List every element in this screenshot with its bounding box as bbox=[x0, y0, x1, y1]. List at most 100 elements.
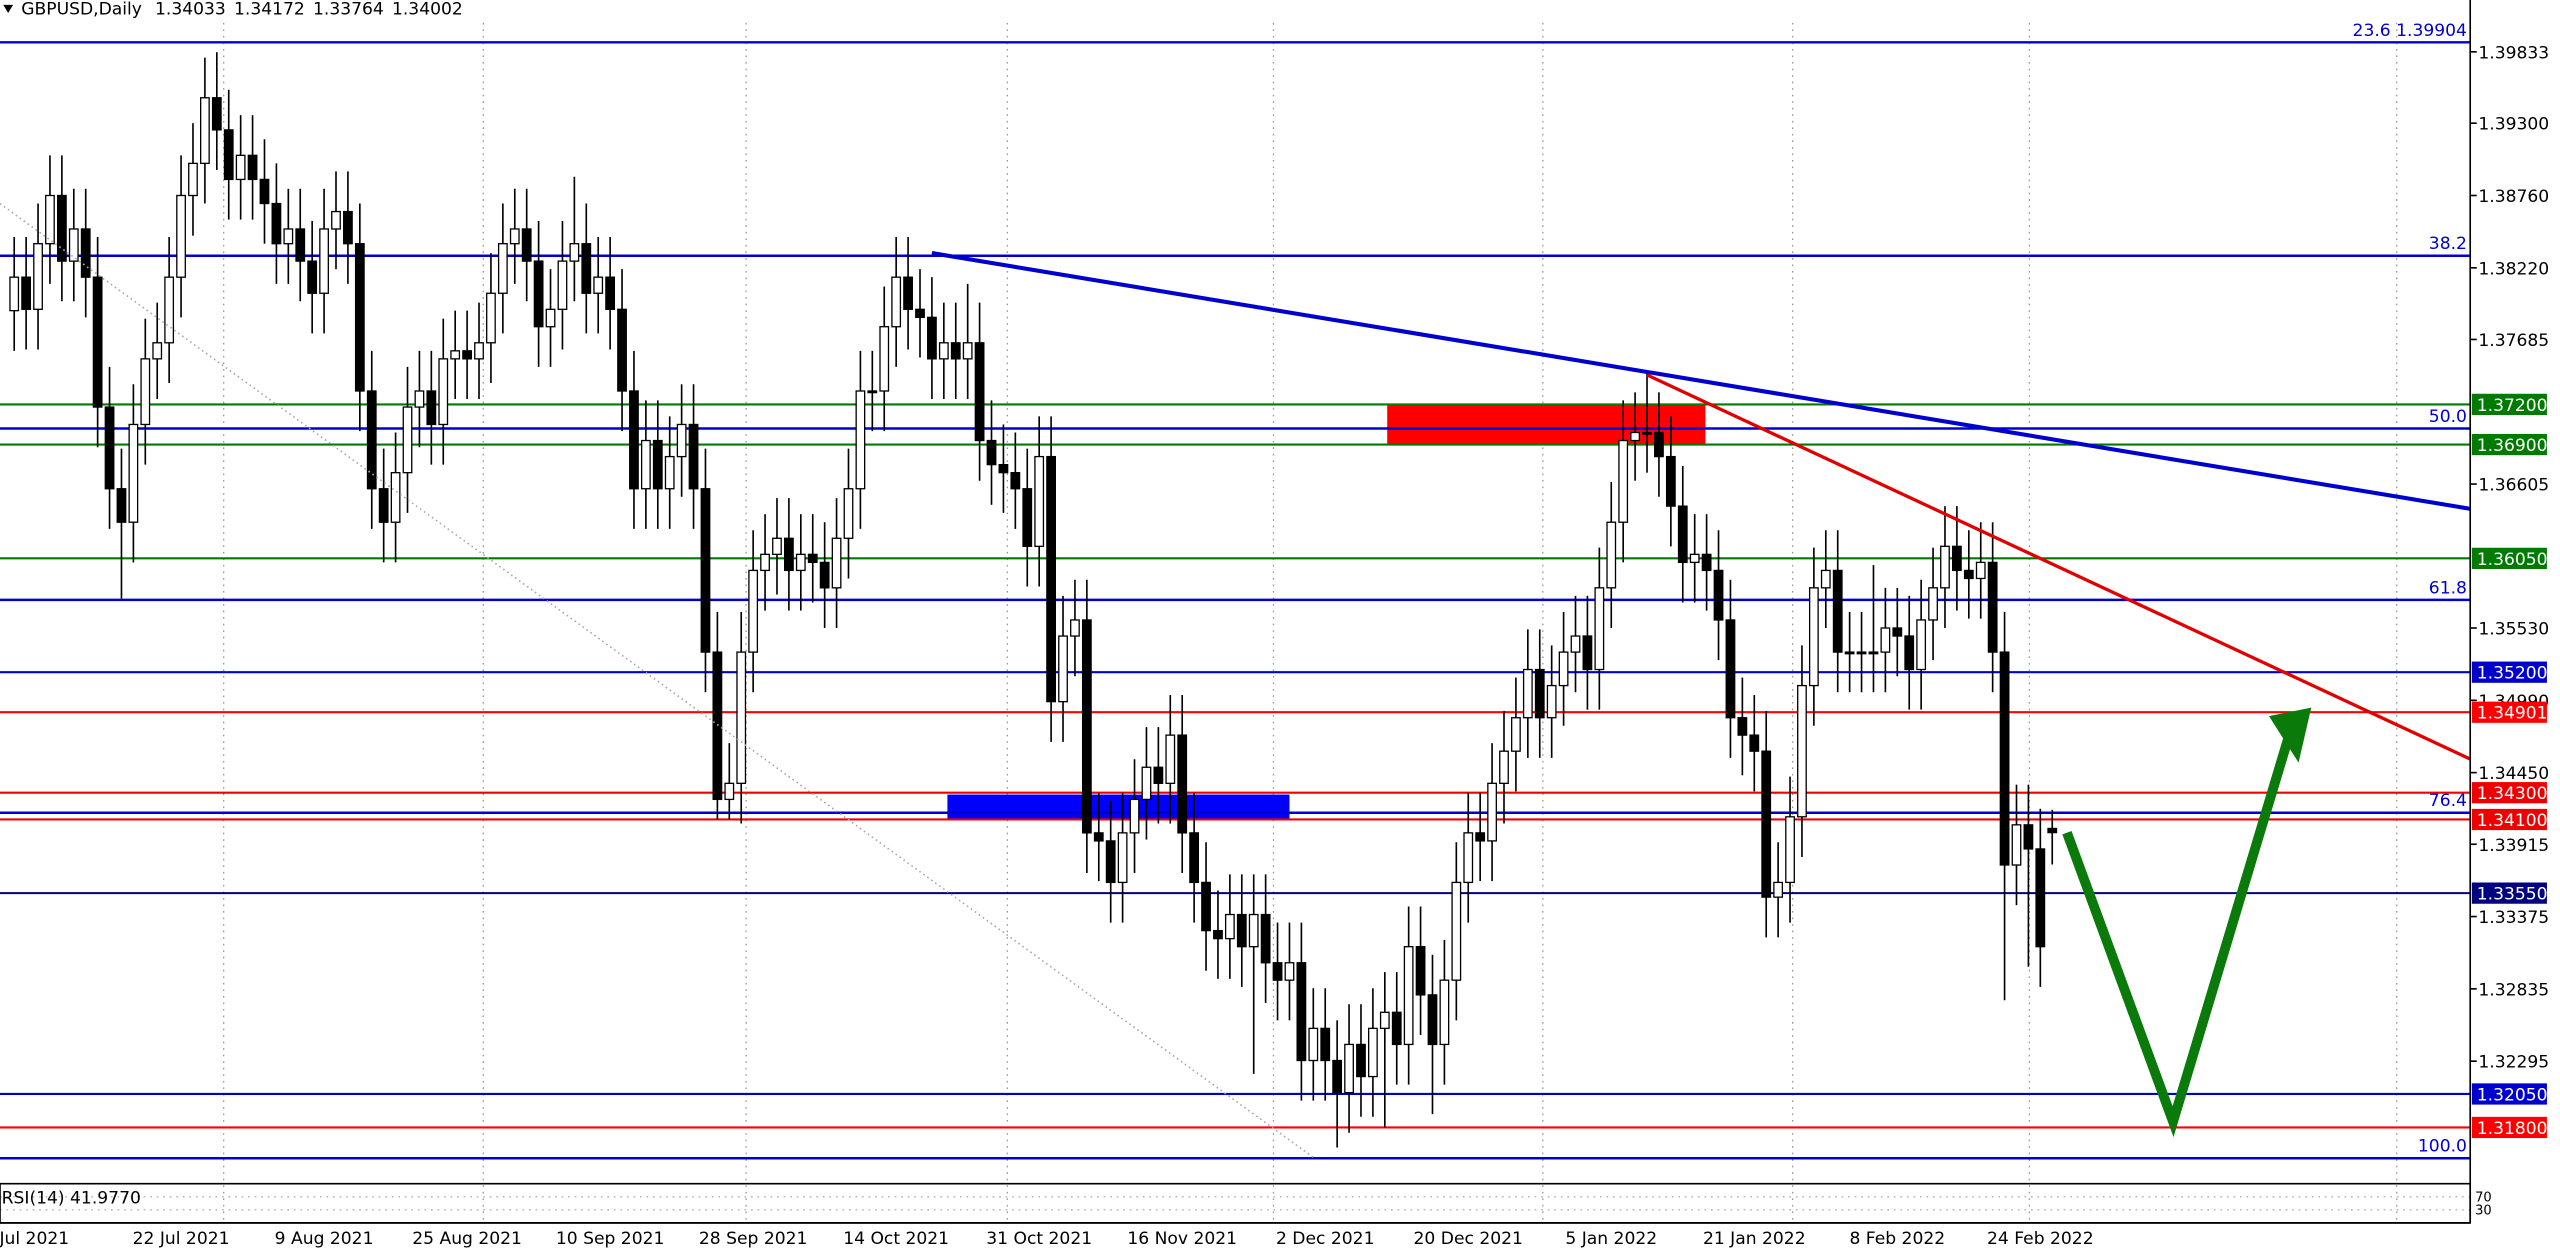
x-tick-label: 24 Feb 2022 bbox=[1987, 1229, 2094, 1249]
candle-body bbox=[1606, 521, 1617, 589]
candle-body bbox=[1415, 946, 1426, 996]
x-tick-label: 5 Jul 2021 bbox=[0, 1229, 69, 1249]
candle-body bbox=[1832, 569, 1843, 653]
candle-body bbox=[1892, 627, 1903, 637]
candle-body bbox=[1093, 832, 1104, 842]
candle-body bbox=[295, 228, 306, 262]
candle-body bbox=[1260, 913, 1271, 964]
candle-body bbox=[1642, 431, 1652, 435]
candle-body bbox=[1558, 651, 1569, 687]
x-tick-label: 21 Jan 2022 bbox=[1703, 1229, 1806, 1249]
x-tick-label: 14 Oct 2021 bbox=[843, 1229, 949, 1249]
candle-body bbox=[259, 178, 270, 205]
level-box bbox=[2471, 808, 2547, 831]
y-tick-label: 1.35530 bbox=[2478, 620, 2549, 640]
candle-body bbox=[688, 423, 699, 490]
candle-body bbox=[652, 439, 663, 490]
candle-body bbox=[1248, 913, 1259, 948]
rsi-tick-label: 30 bbox=[2475, 1204, 2492, 1219]
level-label: 1.33550 bbox=[2477, 885, 2548, 905]
y-tick-label: 1.33375 bbox=[2478, 908, 2549, 928]
candle-body bbox=[629, 390, 639, 490]
candle-body bbox=[1952, 545, 1962, 572]
zone bbox=[1387, 404, 1706, 445]
candle-body bbox=[903, 276, 913, 310]
candle-body bbox=[1153, 766, 1164, 784]
y-tick-label: 1.38760 bbox=[2478, 187, 2549, 207]
candle-body bbox=[1224, 913, 1235, 940]
candle-body bbox=[56, 194, 67, 262]
chart-title: GBPUSD,Daily 1.34033 1.34172 1.33764 1.34002 bbox=[21, 0, 463, 20]
menu-triangle bbox=[3, 4, 14, 14]
candle-body bbox=[283, 228, 294, 245]
candle-body bbox=[1379, 1011, 1390, 1030]
candle-body bbox=[1189, 832, 1200, 884]
y-tick-label: 1.32295 bbox=[2478, 1053, 2549, 1073]
candle-body bbox=[2011, 824, 2022, 866]
last-high: 1.34172 bbox=[234, 0, 305, 20]
level-label: 1.36900 bbox=[2477, 436, 2548, 456]
candle-body bbox=[462, 350, 472, 360]
candle-body bbox=[390, 472, 401, 523]
candle-body bbox=[45, 194, 55, 245]
candle-body bbox=[1451, 881, 1462, 981]
candle-body bbox=[116, 488, 127, 523]
fib-label: 50.0 bbox=[2429, 407, 2467, 427]
level-box bbox=[2471, 782, 2547, 804]
candle-body bbox=[235, 154, 246, 181]
candle-body bbox=[164, 276, 175, 344]
candle-body bbox=[1081, 619, 1092, 834]
candle-body bbox=[867, 390, 878, 394]
x-tick-label: 25 Aug 2021 bbox=[412, 1229, 522, 1249]
y-tick-label: 1.39300 bbox=[2478, 115, 2549, 135]
candle-body bbox=[33, 243, 43, 310]
candle-body bbox=[1963, 569, 1974, 580]
candle-body bbox=[593, 276, 604, 294]
candle-body bbox=[2023, 824, 2034, 850]
x-tick-label: 8 Feb 2022 bbox=[1849, 1229, 1945, 1249]
candle-body bbox=[176, 194, 186, 278]
x-tick-label: 31 Oct 2021 bbox=[986, 1229, 1092, 1249]
trendline bbox=[1646, 373, 2472, 761]
zone bbox=[947, 794, 1290, 820]
candle-body bbox=[1773, 881, 1784, 898]
candle-body bbox=[1797, 684, 1807, 818]
candle-body bbox=[223, 129, 234, 181]
candle-body bbox=[1165, 734, 1176, 784]
candle-body bbox=[509, 228, 520, 245]
trendline bbox=[931, 251, 2471, 511]
candle-body bbox=[1725, 619, 1736, 719]
level-label: 1.36050 bbox=[2477, 550, 2548, 570]
candle-body bbox=[1677, 505, 1688, 564]
candle-body bbox=[617, 308, 627, 392]
candle-body bbox=[1236, 913, 1247, 948]
candle-body bbox=[1940, 545, 1950, 589]
candle-body bbox=[1737, 717, 1748, 736]
candle-body bbox=[1058, 635, 1068, 703]
candle-body bbox=[1439, 979, 1450, 1046]
candle-body bbox=[1570, 635, 1581, 653]
candle-body bbox=[1630, 431, 1641, 442]
level-box bbox=[2471, 882, 2547, 904]
candle-body bbox=[1916, 619, 1927, 671]
candle-body bbox=[1665, 455, 1676, 507]
candle-body bbox=[1582, 635, 1593, 671]
candle-body bbox=[1427, 994, 1438, 1046]
candle-body bbox=[1356, 1043, 1366, 1078]
candle-body bbox=[581, 243, 592, 294]
level-box bbox=[2471, 547, 2547, 569]
x-tick-label: 22 Jul 2021 bbox=[133, 1229, 230, 1249]
candle-body bbox=[1105, 840, 1116, 884]
candle-body bbox=[1463, 832, 1474, 884]
candle-body bbox=[891, 276, 902, 328]
candle-body bbox=[104, 406, 115, 490]
candle-body bbox=[1594, 587, 1605, 671]
candle-body bbox=[497, 243, 508, 294]
candle-body bbox=[188, 162, 198, 197]
candle-body bbox=[343, 210, 353, 245]
candle-body bbox=[1534, 668, 1545, 719]
candle-body bbox=[1344, 1043, 1354, 1094]
candle-body bbox=[1129, 798, 1140, 834]
